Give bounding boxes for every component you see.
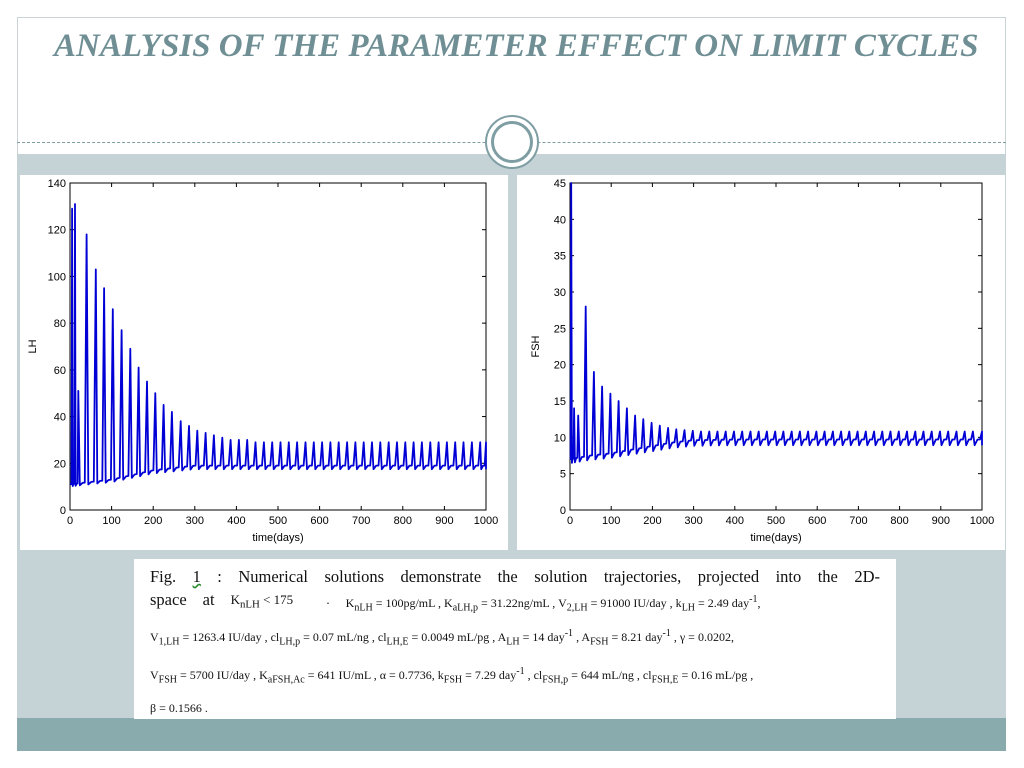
caption-params-1: KnLH = 100pg/mL , KaLH,p = 31.22ng/mL , …: [345, 594, 761, 614]
slide-title: ANALYSIS OF THE PARAMETER EFFECT ON LIMI…: [54, 28, 979, 64]
circle-ornament-icon: [485, 115, 539, 169]
y-tick-label: 120: [48, 225, 66, 237]
caption-condition: KnLH < 175 .: [230, 592, 330, 611]
y-tick-label: 140: [48, 178, 66, 190]
x-axis-label: time(days): [750, 532, 801, 544]
x-tick-label: 1000: [474, 515, 498, 527]
circle-ornament-ring: [491, 121, 533, 163]
y-axis-label: LH: [27, 339, 39, 353]
y-tick-label: 0: [60, 505, 66, 517]
x-tick-label: 400: [227, 515, 245, 527]
x-tick-label: 600: [310, 515, 328, 527]
caption-word: the: [817, 567, 838, 586]
caption-word: solution: [534, 567, 588, 586]
series-line: [69, 203, 487, 487]
y-tick-label: 30: [554, 287, 566, 299]
caption-word: into: [775, 567, 802, 586]
x-tick-label: 900: [932, 515, 950, 527]
y-tick-label: 80: [54, 318, 66, 330]
x-tick-label: 500: [767, 515, 785, 527]
caption-word: Numerical: [238, 567, 308, 586]
x-tick-label: 300: [684, 515, 702, 527]
x-tick-label: 0: [67, 515, 73, 527]
x-tick-label: 600: [808, 515, 826, 527]
caption-word-at: at: [202, 590, 215, 609]
x-tick-label: 700: [849, 515, 867, 527]
x-axis-label: time(days): [252, 532, 303, 544]
caption-word: trajectories,: [603, 567, 682, 586]
x-tick-label: 1000: [970, 515, 994, 527]
caption-word: 2D-: [854, 567, 880, 586]
caption-word-space: space: [150, 590, 187, 609]
caption-word: projected: [697, 567, 760, 586]
y-tick-label: 20: [554, 360, 566, 372]
x-tick-label: 700: [352, 515, 370, 527]
x-tick-label: 100: [602, 515, 620, 527]
caption-word: Fig.: [150, 567, 177, 586]
fsh-chart-panel: 0 100 200 300 400 500 600 700 800 900 1000 0 5 10 15 20…: [517, 175, 1005, 550]
series-line: [569, 182, 983, 464]
x-tick-label: 900: [435, 515, 453, 527]
y-tick-label: 5: [560, 469, 566, 481]
y-tick-label: 10: [554, 432, 566, 444]
y-tick-label: 45: [554, 178, 566, 190]
caption-params-2: V1,LH = 1263.4 IU/day , clLH,p = 0.07 mL…: [150, 628, 734, 648]
x-tick-label: 200: [144, 515, 162, 527]
y-tick-label: 20: [54, 458, 66, 470]
caption-line-1: Fig. 1: Numerical solutions demonstrate the so…: [150, 565, 880, 588]
caption-params-3: VFSH = 5700 IU/day , KaFSH,Ac = 641 IU/m…: [150, 665, 754, 686]
x-tick-label: 100: [102, 515, 120, 527]
y-tick-label: 40: [554, 214, 566, 226]
caption-word: :: [217, 567, 222, 586]
lh-chart-panel: 0 100 200 300 400 500 600 700 800 900 1000 0 20 40 60 8…: [20, 175, 508, 550]
x-tick-label: 400: [726, 515, 744, 527]
plot-area: [569, 182, 983, 511]
y-tick-label: 60: [54, 365, 66, 377]
caption-word: solutions: [324, 567, 385, 586]
y-tick-label: 35: [554, 251, 566, 263]
y-tick-label: 40: [54, 412, 66, 424]
x-tick-label: 0: [567, 515, 573, 527]
caption-word: 1: [192, 567, 201, 586]
lh-chart: 0 100 200 300 400 500 600 700 800 900 1000 0 20 40 60 8…: [27, 178, 498, 544]
y-axis-label: FSH: [530, 335, 542, 357]
caption-word: the: [497, 567, 518, 586]
figure-caption: Fig. 1: Numerical solutions demonstrate the so…: [134, 559, 896, 719]
x-tick-label: 300: [186, 515, 204, 527]
caption-word: demonstrate: [400, 567, 482, 586]
fsh-chart: 0 100 200 300 400 500 600 700 800 900 1000 0 5 10 15 20…: [530, 178, 994, 544]
footer-band: [17, 718, 1006, 751]
x-tick-label: 800: [890, 515, 908, 527]
x-tick-label: 500: [269, 515, 287, 527]
caption-line-2: space at KnLH < 175 . KnLH = 100pg/mL , …: [150, 588, 880, 619]
x-tick-label: 200: [643, 515, 661, 527]
y-tick-label: 100: [48, 271, 66, 283]
caption-params-4: β = 0.1566 .: [150, 701, 208, 716]
x-tick-label: 800: [394, 515, 412, 527]
y-tick-label: 0: [560, 505, 566, 517]
y-tick-label: 25: [554, 323, 566, 335]
y-tick-label: 15: [554, 396, 566, 408]
